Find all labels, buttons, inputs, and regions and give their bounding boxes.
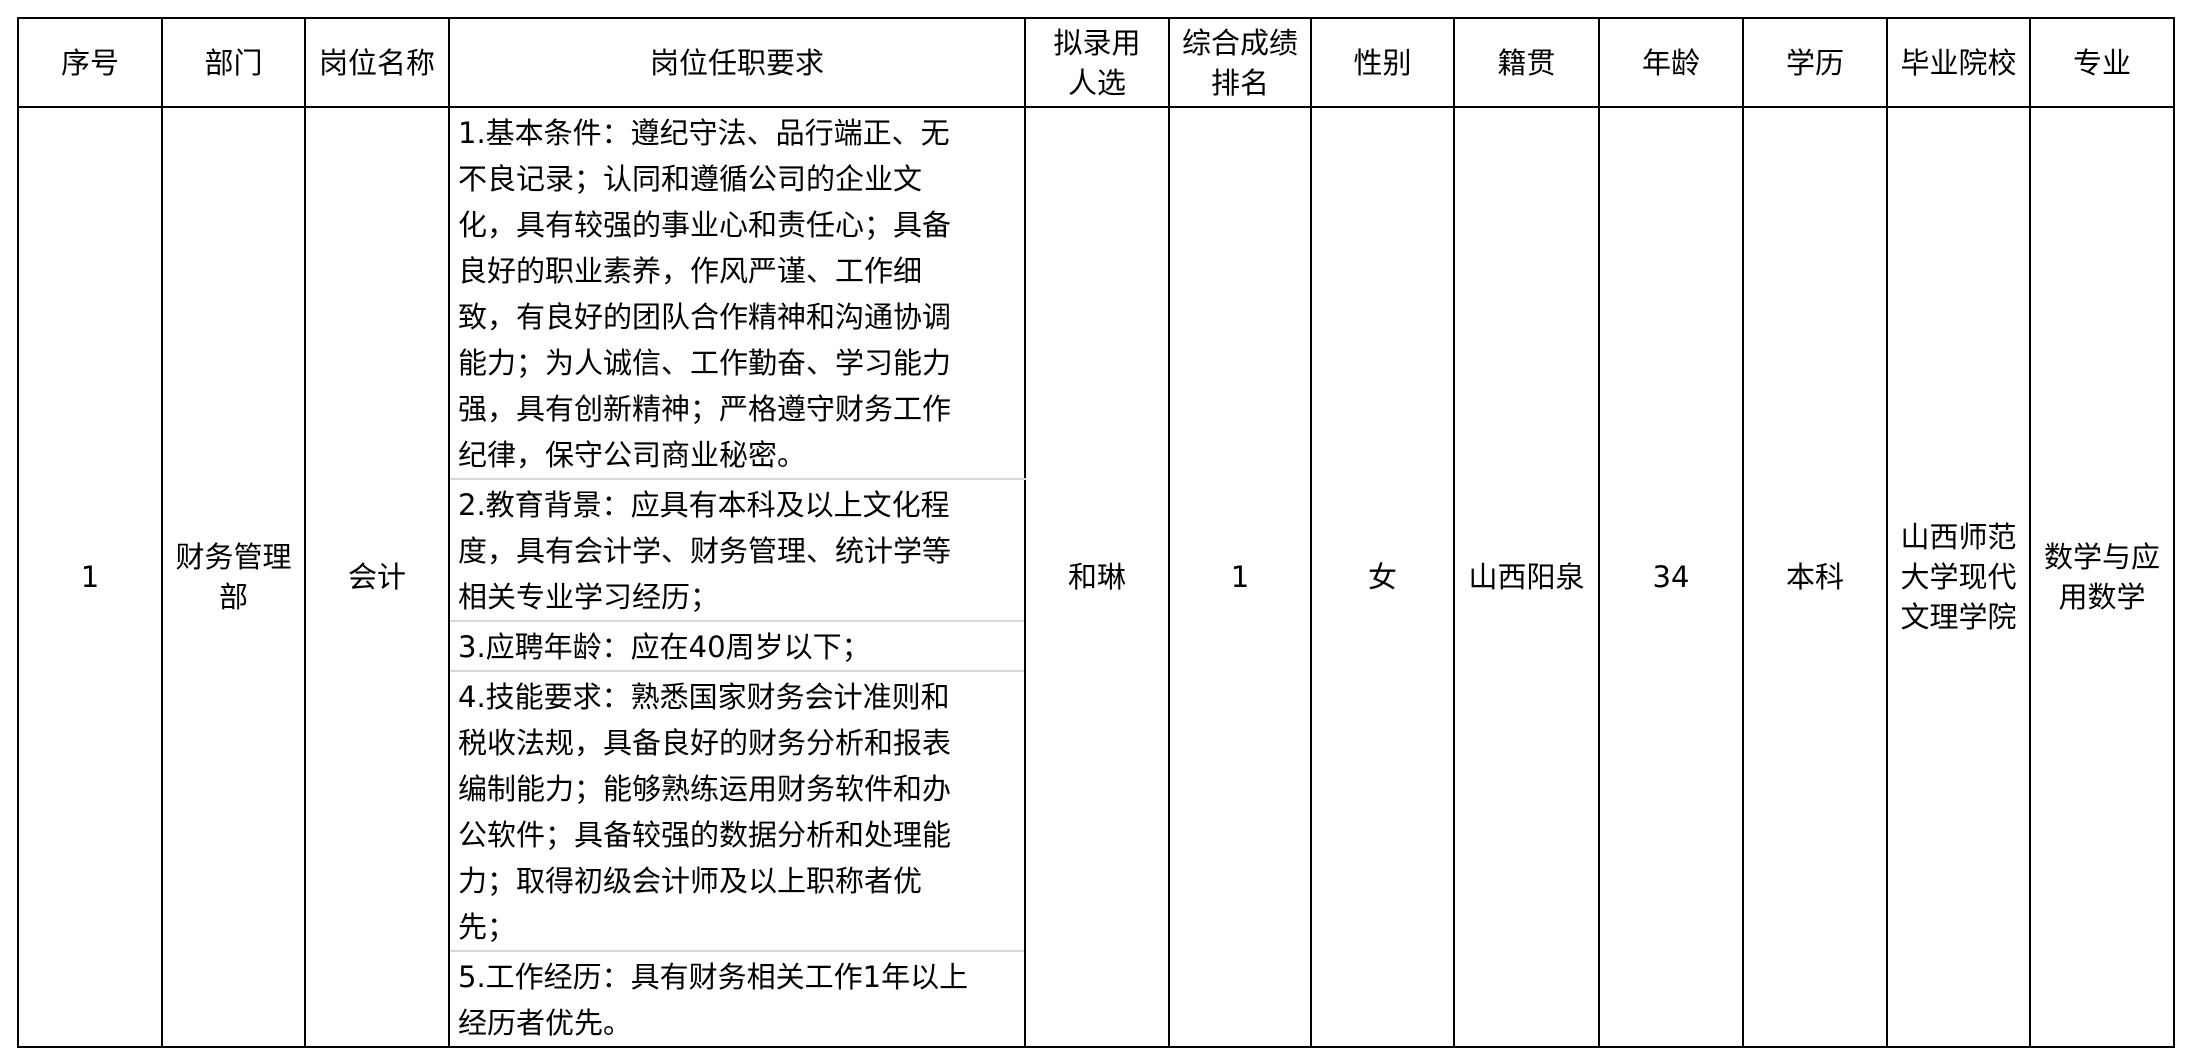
requirement-education: 2.教育背景：应具有本科及以上文化程 度，具有会计学、财务管理、统计学等 相关专… bbox=[448, 478, 1026, 622]
cell-gender: 女 bbox=[1310, 106, 1455, 1048]
header-row: 序号 部门 岗位名称 岗位任职要求 拟录用 人选 综合成绩 排名 性别 籍贯 年… bbox=[17, 17, 2175, 108]
header-requirements: 岗位任职要求 bbox=[448, 17, 1026, 108]
cell-education: 本科 bbox=[1742, 106, 1888, 1048]
header-position: 岗位名称 bbox=[304, 17, 450, 108]
header-school: 毕业院校 bbox=[1886, 17, 2031, 108]
requirement-experience: 5.工作经历：具有财务相关工作1年以上 经历者优先。 bbox=[448, 950, 1026, 1048]
header-department: 部门 bbox=[161, 17, 306, 108]
cell-index: 1 bbox=[17, 106, 163, 1048]
cell-school: 山西师范 大学现代 文理学院 bbox=[1886, 106, 2031, 1048]
cell-candidate: 和琳 bbox=[1024, 106, 1170, 1048]
cell-department: 财务管理 部 bbox=[161, 106, 306, 1048]
cell-age: 34 bbox=[1598, 106, 1744, 1048]
header-major: 专业 bbox=[2029, 17, 2175, 108]
cell-hometown: 山西阳泉 bbox=[1453, 106, 1600, 1048]
cell-position: 会计 bbox=[304, 106, 450, 1048]
header-gender: 性别 bbox=[1310, 17, 1455, 108]
header-candidate: 拟录用 人选 bbox=[1024, 17, 1170, 108]
header-age: 年龄 bbox=[1598, 17, 1744, 108]
requirement-skills: 4.技能要求：熟悉国家财务会计准则和 税收法规，具备良好的财务分析和报表 编制能… bbox=[448, 670, 1026, 952]
cell-major: 数学与应 用数学 bbox=[2029, 106, 2175, 1048]
header-rank: 综合成绩 排名 bbox=[1168, 17, 1312, 108]
requirement-age: 3.应聘年龄：应在40周岁以下； bbox=[448, 620, 1026, 672]
recruitment-table: 序号 部门 岗位名称 岗位任职要求 拟录用 人选 综合成绩 排名 性别 籍贯 年… bbox=[17, 17, 2175, 1048]
table-row: 4.技能要求：熟悉国家财务会计准则和 税收法规，具备良好的财务分析和报表 编制能… bbox=[18, 670, 2174, 952]
table-row: 2.教育背景：应具有本科及以上文化程 度，具有会计学、财务管理、统计学等 相关专… bbox=[18, 478, 2174, 622]
table-row: 5.工作经历：具有财务相关工作1年以上 经历者优先。 bbox=[18, 950, 2174, 1048]
table-row: 3.应聘年龄：应在40周岁以下； bbox=[18, 620, 2174, 672]
header-education: 学历 bbox=[1742, 17, 1888, 108]
header-hometown: 籍贯 bbox=[1453, 17, 1600, 108]
requirement-basic: 1.基本条件：遵纪守法、品行端正、无 不良记录；认同和遵循公司的企业文 化，具有… bbox=[448, 106, 1026, 480]
table-row: 1 财务管理 部 会计 1.基本条件：遵纪守法、品行端正、无 不良记录；认同和遵… bbox=[17, 106, 2175, 1048]
header-index: 序号 bbox=[17, 17, 163, 108]
cell-rank: 1 bbox=[1168, 106, 1312, 1048]
